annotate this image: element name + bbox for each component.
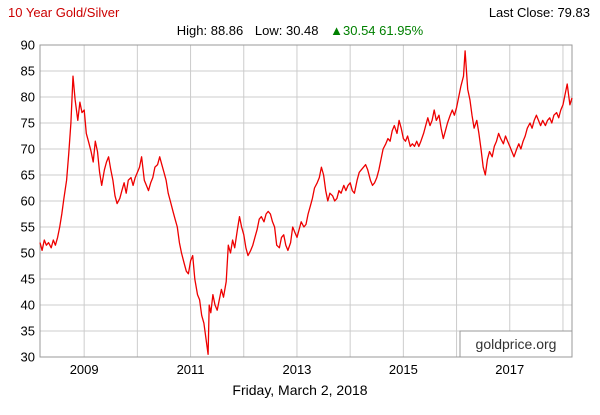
plot-border [39,44,573,358]
y-tick-label: 90 [21,39,35,53]
y-tick-label: 70 [21,142,35,157]
y-tick-label: 55 [21,220,35,235]
y-tick-label: 80 [21,90,35,105]
y-tick-label: 65 [21,168,35,183]
low-stat: Low: 30.48 [254,23,319,38]
change-stat: ▲30.54 61.95% [330,23,424,38]
chart-header: 10 Year Gold/Silver Last Close: 79.83 [0,3,600,20]
y-tick-label: 60 [21,194,35,209]
watermark-label: goldprice.org [476,336,557,352]
stats-row: High: 88.86 Low: 30.48 ▲30.54 61.95% [0,20,600,39]
y-tick-label: 50 [21,246,35,261]
y-tick-label: 45 [21,272,35,287]
y-tick-label: 85 [21,64,35,79]
x-tick-label: 2011 [177,362,205,377]
x-tick-label: 2009 [70,362,99,377]
watermark-box [459,330,573,358]
price-chart: 30 35 40 45 50 55 60 65 70 75 80 85 90 2009 2011 2013 20… [21,39,573,377]
date-label: Friday, March 2, 2018 [232,382,368,398]
y-tick-label: 75 [21,116,35,131]
y-tick-label: 40 [21,298,35,313]
y-tick-label: 30 [21,350,35,365]
ratio-line [39,50,573,356]
x-tick-label: 2017 [495,362,524,377]
x-tick-label: 2015 [389,362,418,377]
chart-footer: Friday, March 2, 2018 [0,381,600,398]
high-stat: High: 88.86 [176,23,244,38]
page-title: 10 Year Gold/Silver [8,5,120,20]
y-tick-label: 35 [21,324,35,339]
last-close-value: Last Close: 79.83 [488,5,590,20]
x-tick-label: 2013 [282,362,311,377]
